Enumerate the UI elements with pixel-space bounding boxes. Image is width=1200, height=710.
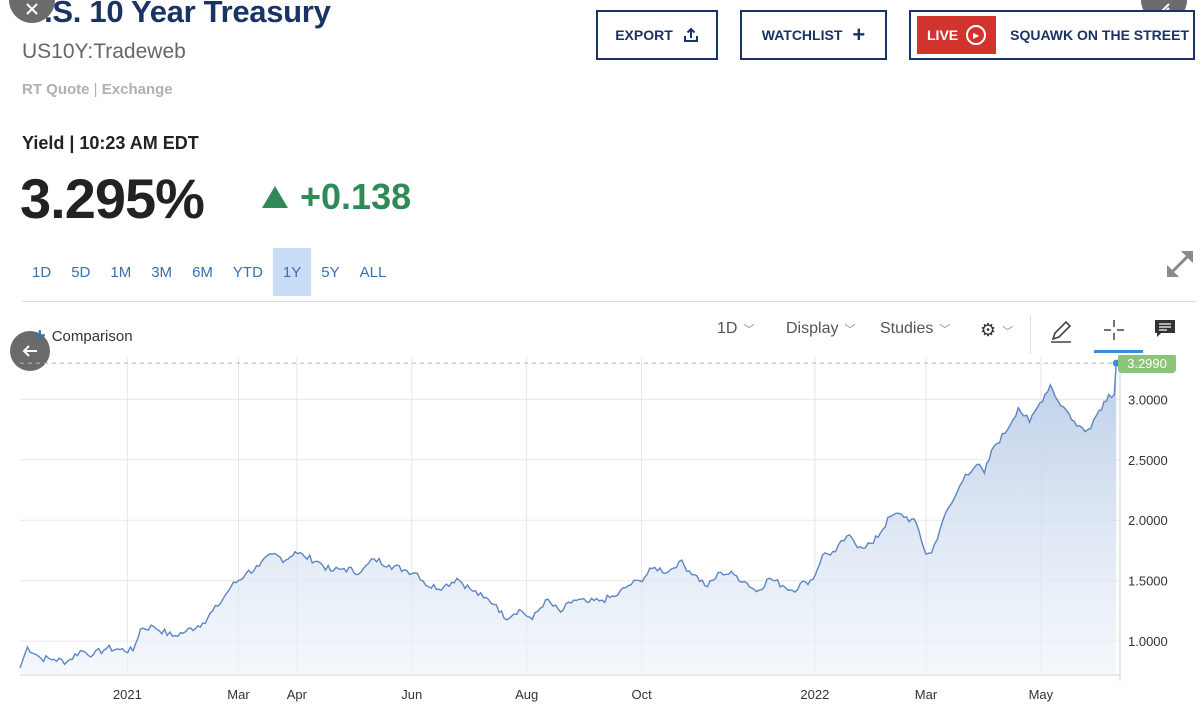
range-tab-5d[interactable]: 5D <box>71 263 91 281</box>
range-tab-3m[interactable]: 3M <box>151 263 173 281</box>
comment-icon[interactable] <box>1153 318 1177 345</box>
studies-dropdown[interactable]: Studies ﹀ <box>880 320 950 338</box>
back-arrow-icon[interactable] <box>10 331 50 371</box>
x-tick-label: Mar <box>227 687 250 702</box>
chevron-down-icon: ﹀ <box>743 324 755 336</box>
x-tick-label: Oct <box>631 687 652 702</box>
last-value-dot <box>1112 359 1120 367</box>
pencil-icon[interactable] <box>1048 318 1074 349</box>
x-tick-label: 2022 <box>800 687 829 702</box>
toolbar-divider <box>1030 316 1031 354</box>
x-tick-label: Apr <box>287 687 308 702</box>
rt-quote-label: RT Quote <box>22 81 90 98</box>
play-icon: ▶ <box>966 25 987 45</box>
x-tick-label: Jun <box>401 687 422 702</box>
exchange-label: Exchange <box>101 81 173 98</box>
range-tab-ytd[interactable]: YTD <box>232 263 263 281</box>
expand-icon[interactable] <box>1164 248 1196 280</box>
x-tick-label: May <box>1029 687 1054 702</box>
plus-icon: + <box>34 325 46 347</box>
yield-timestamp: Yield | 10:23 AM EDT <box>22 133 199 153</box>
divider <box>22 301 1196 302</box>
range-tab-1m[interactable]: 1M <box>110 263 132 281</box>
last-value-label: 3.2990 <box>1127 356 1167 371</box>
yield-price: 3.295% <box>20 167 205 230</box>
quote-source: RT Quote | Exchange <box>22 81 173 98</box>
plus-icon: + <box>852 22 866 47</box>
y-tick-label: 1.0000 <box>1128 634 1168 649</box>
price-change: +0.138 <box>262 176 411 218</box>
interval-label: 1D <box>717 320 738 337</box>
gear-icon: ⚙ <box>980 320 997 340</box>
export-button[interactable]: EXPORT <box>596 10 718 60</box>
squawk-label: SQUAWK ON THE STREET <box>1010 27 1190 43</box>
y-tick-label: 3.0000 <box>1128 392 1168 407</box>
watchlist-label: WATCHLIST <box>761 27 843 43</box>
display-dropdown[interactable]: Display ﹀ <box>786 320 855 338</box>
series-line <box>19 362 1117 668</box>
y-tick-label: 2.0000 <box>1128 513 1168 528</box>
active-tool-indicator <box>1094 350 1143 353</box>
up-triangle-icon <box>262 186 288 208</box>
chart-svg[interactable]: 1.0000 1.5000 2.0000 2.5000 3.0000 2021 Mar Apr… <box>0 355 1200 710</box>
series-area <box>20 363 1117 675</box>
range-tabs: 1D 5D 1M 3M 6M YTD 1Y 5Y ALL <box>22 248 396 296</box>
symbol-label: US10Y:Tradeweb <box>22 40 186 63</box>
export-label: EXPORT <box>615 27 673 43</box>
page-title: U.S. 10 Year Treasury <box>22 0 331 29</box>
interval-dropdown[interactable]: 1D ﹀ <box>717 320 754 338</box>
settings-dropdown[interactable]: ⚙ ﹀ <box>980 320 1013 341</box>
range-tab-5y[interactable]: 5Y <box>321 263 340 281</box>
range-tab-1y[interactable]: 1Y <box>272 248 312 296</box>
x-tick-label: Mar <box>915 687 938 702</box>
watchlist-button[interactable]: WATCHLIST + <box>740 10 887 60</box>
chevron-down-icon: ﹀ <box>939 324 951 336</box>
range-tab-all[interactable]: ALL <box>359 263 387 281</box>
studies-label: Studies <box>880 320 934 337</box>
comparison-label: Comparison <box>51 328 133 345</box>
y-tick-label: 2.5000 <box>1128 453 1168 468</box>
range-tab-6m[interactable]: 6M <box>192 263 213 281</box>
live-label: LIVE <box>927 27 959 43</box>
close-icon[interactable] <box>9 0 55 23</box>
live-squawk-button[interactable]: LIVE ▶ SQUAWK ON THE STREET <box>909 10 1195 60</box>
share-icon <box>683 27 698 42</box>
rt-separator: | <box>93 81 98 98</box>
y-tick-label: 1.5000 <box>1128 574 1168 589</box>
x-tick-label: Aug <box>515 687 538 702</box>
x-tick-label: 2021 <box>113 687 142 702</box>
crosshair-icon[interactable] <box>1102 318 1126 347</box>
change-value: +0.138 <box>300 176 412 217</box>
price-chart[interactable]: 1.0000 1.5000 2.0000 2.5000 3.0000 2021 Mar Apr… <box>0 355 1200 710</box>
chevron-down-icon: ﹀ <box>1002 325 1014 338</box>
last-value-badge <box>1118 355 1176 374</box>
range-tab-1d[interactable]: 1D <box>32 263 52 281</box>
live-badge: LIVE ▶ <box>917 16 997 54</box>
comparison-button[interactable]: + Comparison <box>34 325 133 348</box>
display-label: Display <box>786 320 839 337</box>
chevron-down-icon: ﹀ <box>844 324 856 336</box>
